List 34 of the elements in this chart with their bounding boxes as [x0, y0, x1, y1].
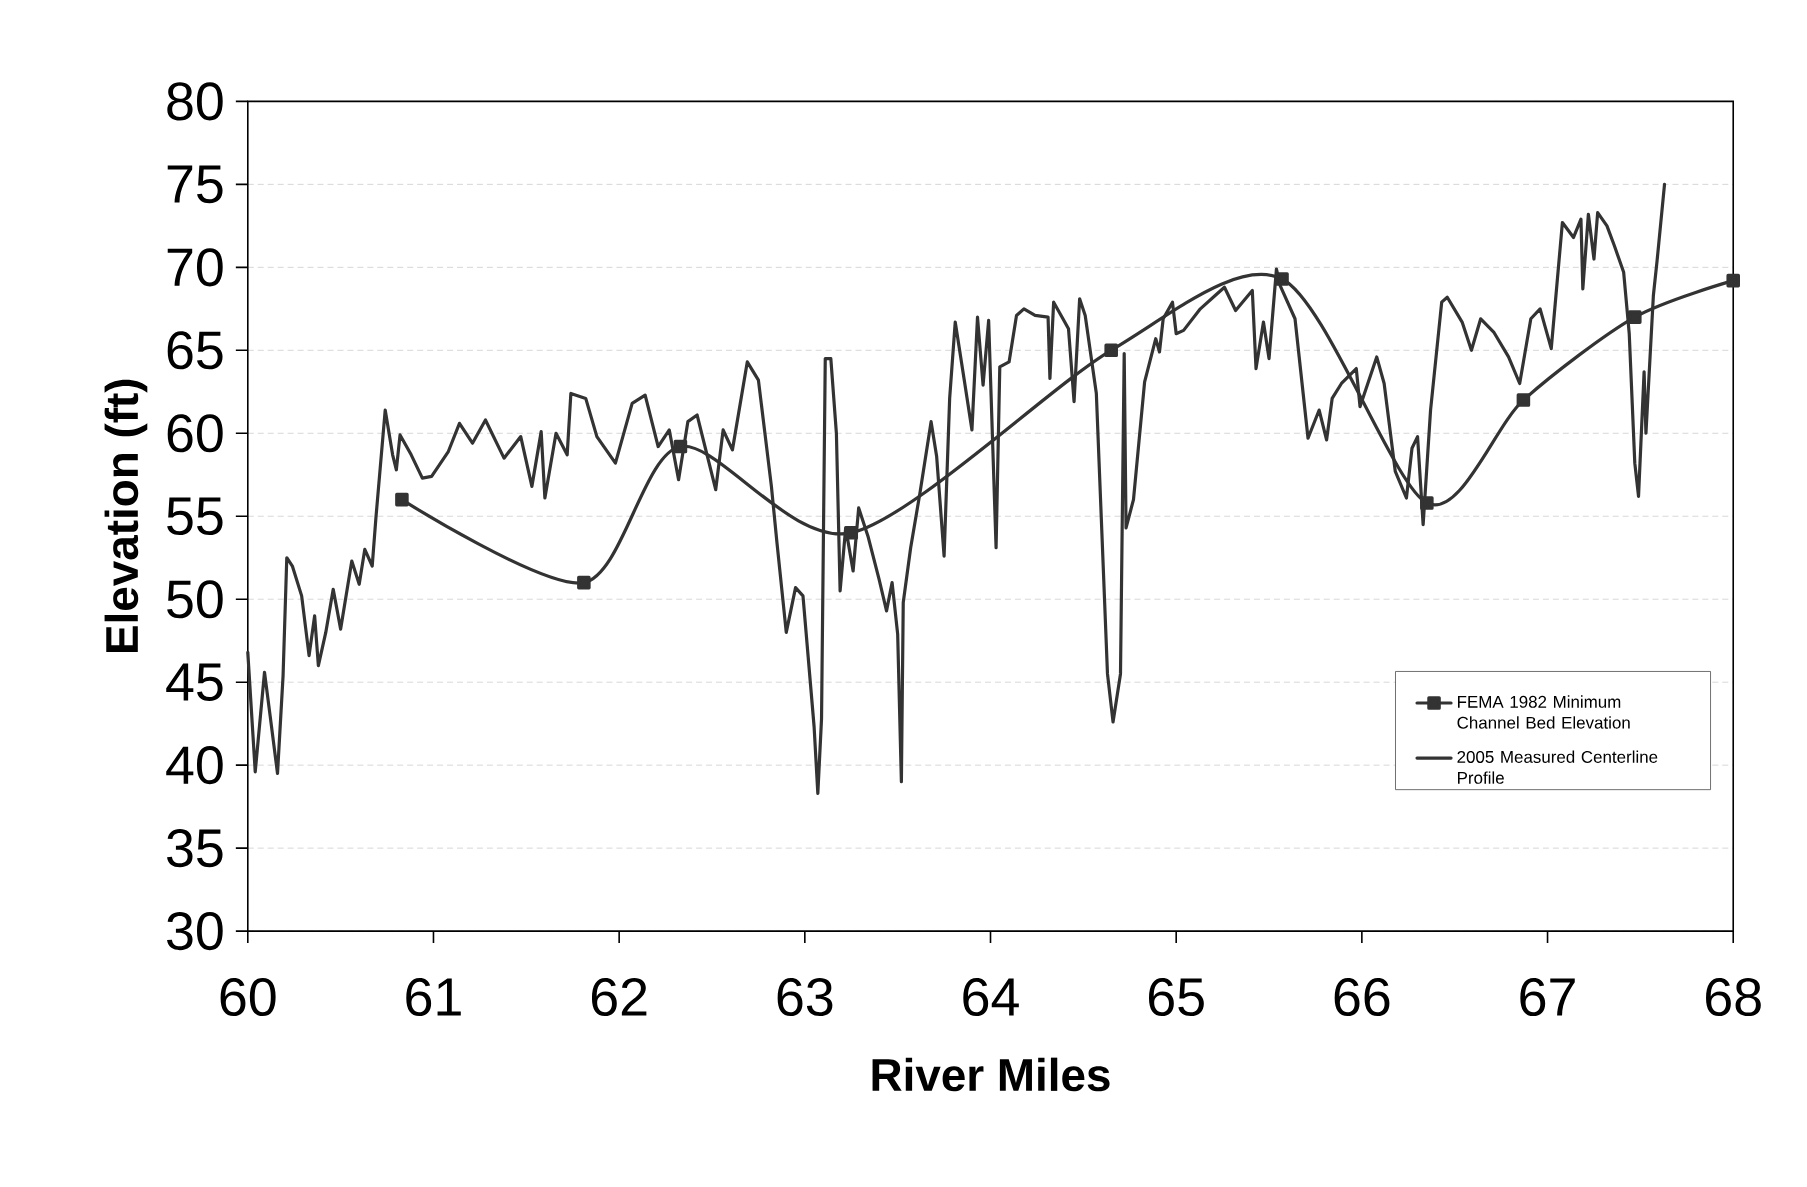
y-tick-label: 30: [167, 912, 223, 951]
x-tick-label: 60: [220, 977, 276, 1017]
point: [1275, 272, 1289, 286]
x-tick-label: 61: [406, 977, 461, 1017]
x-tick-label: 66: [1334, 977, 1390, 1017]
point: [1104, 343, 1118, 358]
x-tick-label: 62: [591, 977, 647, 1017]
point: [844, 526, 859, 540]
y-tick-label: 55: [167, 497, 223, 536]
point: [673, 439, 688, 454]
point: [577, 575, 591, 590]
x-tick-label: 63: [777, 977, 833, 1017]
y-tick-label: 35: [167, 829, 223, 868]
point: [1726, 273, 1740, 288]
y-tick-label: 75: [167, 165, 223, 204]
x-axis-title: River Miles: [872, 1057, 1110, 1092]
point: [1420, 496, 1434, 510]
y-tick-label: 65: [167, 331, 223, 370]
y-tick-label: 70: [167, 248, 223, 287]
y-tick-label: 45: [166, 663, 223, 701]
point: [1628, 310, 1642, 324]
point: [1516, 393, 1531, 407]
y-tick-label: 50: [167, 580, 223, 619]
y-tick-label: 80: [167, 82, 223, 121]
y-axis-title: Elevation (ft): [104, 379, 148, 652]
legend-label: 2005 Measured Centerline Profile: [1457, 750, 1658, 784]
x-tick-label: 65: [1148, 977, 1204, 1017]
y-tick-label: 60: [167, 414, 223, 453]
x-tick-label: 68: [1706, 977, 1761, 1017]
y-tick-label: 40: [166, 746, 223, 785]
legend-label: FEMA 1982 Minimum Channel Bed Elevation: [1457, 695, 1630, 729]
point: [395, 492, 409, 507]
x-tick-label: 67: [1520, 977, 1575, 1017]
x-tick-label: 64: [963, 977, 1019, 1017]
